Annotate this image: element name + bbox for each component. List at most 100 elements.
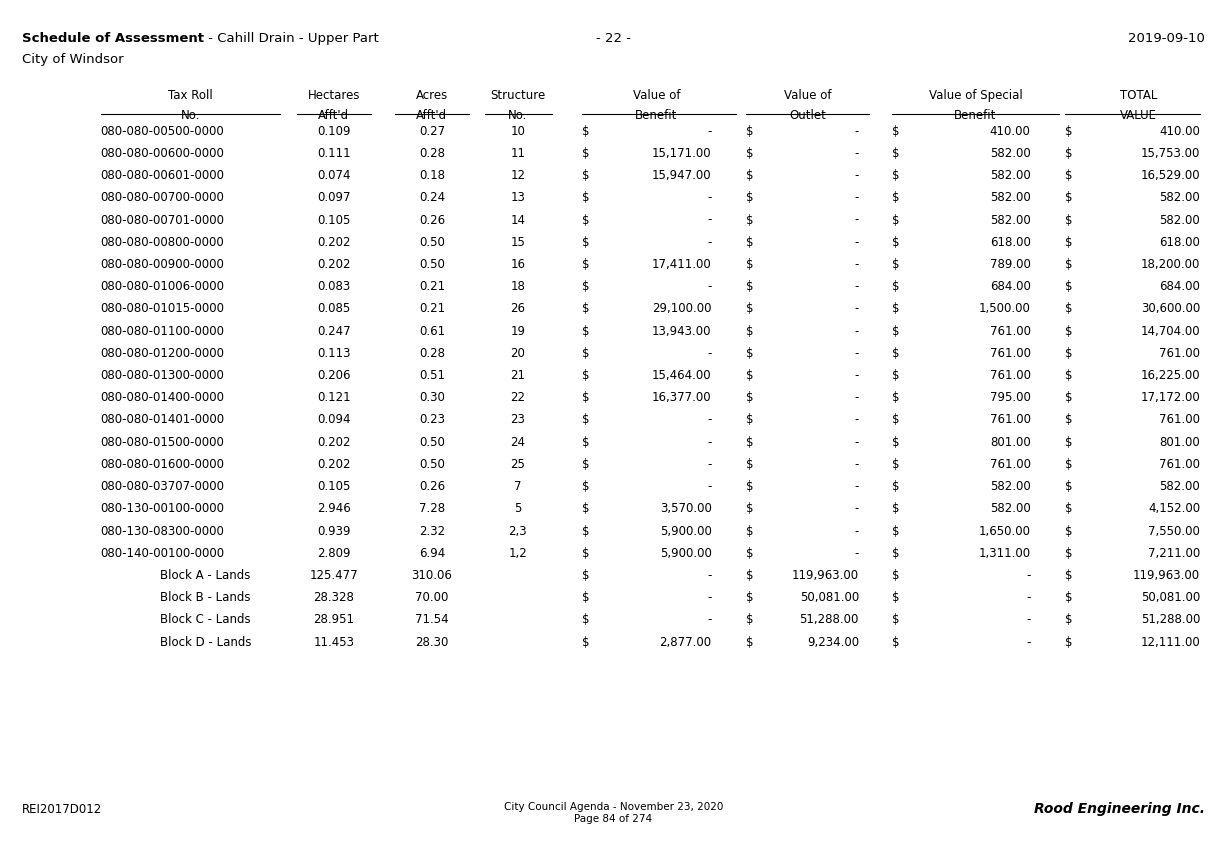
Text: 0.085: 0.085 [317, 303, 351, 315]
Text: 23: 23 [510, 414, 525, 427]
Text: 12,111.00: 12,111.00 [1140, 636, 1200, 649]
Text: 0.28: 0.28 [418, 147, 445, 160]
Text: 21: 21 [510, 369, 525, 382]
Text: 0.939: 0.939 [317, 525, 351, 538]
Text: $: $ [582, 258, 589, 271]
Text: 13: 13 [510, 192, 525, 204]
Text: $: $ [1065, 325, 1072, 338]
Text: $: $ [746, 547, 753, 560]
Text: 18,200.00: 18,200.00 [1141, 258, 1200, 271]
Text: 5: 5 [514, 502, 521, 516]
Text: -: - [854, 258, 859, 271]
Text: 0.28: 0.28 [418, 347, 445, 360]
Text: $: $ [1065, 480, 1072, 494]
Text: $: $ [746, 303, 753, 315]
Text: 18: 18 [510, 280, 525, 293]
Text: $: $ [746, 280, 753, 293]
Text: 410.00: 410.00 [1160, 125, 1200, 137]
Text: $: $ [1065, 569, 1072, 582]
Text: 1,650.00: 1,650.00 [979, 525, 1031, 538]
Text: 71.54: 71.54 [415, 613, 449, 627]
Text: 1,2: 1,2 [508, 547, 528, 560]
Text: -: - [854, 414, 859, 427]
Text: City of Windsor: City of Windsor [22, 53, 124, 65]
Text: -: - [707, 591, 712, 605]
Text: 7.28: 7.28 [418, 502, 445, 516]
Text: 080-140-00100-0000: 080-140-00100-0000 [101, 547, 225, 560]
Text: 7,550.00: 7,550.00 [1148, 525, 1200, 538]
Text: -: - [707, 280, 712, 293]
Text: $: $ [892, 525, 899, 538]
Text: REI2017D012: REI2017D012 [22, 803, 102, 816]
Text: Block A - Lands: Block A - Lands [160, 569, 250, 582]
Text: 15,464.00: 15,464.00 [652, 369, 712, 382]
Text: $: $ [746, 458, 753, 471]
Text: $: $ [746, 236, 753, 248]
Text: $: $ [1065, 613, 1072, 627]
Text: 0.202: 0.202 [317, 436, 351, 449]
Text: 789.00: 789.00 [990, 258, 1031, 271]
Text: 080-080-00600-0000: 080-080-00600-0000 [101, 147, 225, 160]
Text: 11: 11 [510, 147, 525, 160]
Text: 080-080-03707-0000: 080-080-03707-0000 [101, 480, 225, 494]
Text: 080-080-00500-0000: 080-080-00500-0000 [101, 125, 225, 137]
Text: 28.951: 28.951 [313, 613, 355, 627]
Text: -: - [854, 125, 859, 137]
Text: $: $ [582, 569, 589, 582]
Text: 0.247: 0.247 [317, 325, 351, 338]
Text: 0.18: 0.18 [418, 169, 445, 182]
Text: 801.00: 801.00 [1160, 436, 1200, 449]
Text: $: $ [1065, 303, 1072, 315]
Text: VALUE: VALUE [1120, 109, 1157, 121]
Text: 11.453: 11.453 [313, 636, 355, 649]
Text: -: - [854, 303, 859, 315]
Text: 2019-09-10: 2019-09-10 [1128, 32, 1205, 45]
Text: 12: 12 [510, 169, 525, 182]
Text: 0.51: 0.51 [418, 369, 445, 382]
Text: -: - [707, 125, 712, 137]
Text: -: - [854, 214, 859, 226]
Text: $: $ [582, 280, 589, 293]
Text: 0.21: 0.21 [418, 303, 445, 315]
Text: Schedule of Assessment: Schedule of Assessment [22, 32, 204, 45]
Text: Afft'd: Afft'd [416, 109, 448, 121]
Text: $: $ [892, 436, 899, 449]
Text: $: $ [746, 636, 753, 649]
Text: $: $ [892, 613, 899, 627]
Text: 761.00: 761.00 [990, 325, 1031, 338]
Text: 119,963.00: 119,963.00 [791, 569, 859, 582]
Text: 14,704.00: 14,704.00 [1140, 325, 1200, 338]
Text: 410.00: 410.00 [990, 125, 1031, 137]
Text: 51,288.00: 51,288.00 [800, 613, 859, 627]
Text: -: - [854, 480, 859, 494]
Text: $: $ [582, 125, 589, 137]
Text: 125.477: 125.477 [309, 569, 358, 582]
Text: 684.00: 684.00 [1160, 280, 1200, 293]
Text: $: $ [746, 391, 753, 404]
Text: 7: 7 [514, 480, 521, 494]
Text: Benefit: Benefit [636, 109, 677, 121]
Text: $: $ [746, 214, 753, 226]
Text: $: $ [746, 169, 753, 182]
Text: 29,100.00: 29,100.00 [653, 303, 712, 315]
Text: $: $ [1065, 636, 1072, 649]
Text: 0.202: 0.202 [317, 458, 351, 471]
Text: 761.00: 761.00 [1160, 347, 1200, 360]
Text: $: $ [892, 569, 899, 582]
Text: -: - [707, 214, 712, 226]
Text: 080-080-00701-0000: 080-080-00701-0000 [101, 214, 225, 226]
Text: $: $ [582, 458, 589, 471]
Text: Block B - Lands: Block B - Lands [160, 591, 250, 605]
Text: $: $ [892, 480, 899, 494]
Text: $: $ [892, 347, 899, 360]
Text: 19: 19 [510, 325, 525, 338]
Text: $: $ [892, 147, 899, 160]
Text: $: $ [1065, 192, 1072, 204]
Text: 0.105: 0.105 [317, 480, 351, 494]
Text: -: - [707, 613, 712, 627]
Text: 16: 16 [510, 258, 525, 271]
Text: Page 84 of 274: Page 84 of 274 [574, 814, 653, 824]
Text: 50,081.00: 50,081.00 [800, 591, 859, 605]
Text: - 22 -: - 22 - [596, 32, 631, 45]
Text: 0.30: 0.30 [418, 391, 445, 404]
